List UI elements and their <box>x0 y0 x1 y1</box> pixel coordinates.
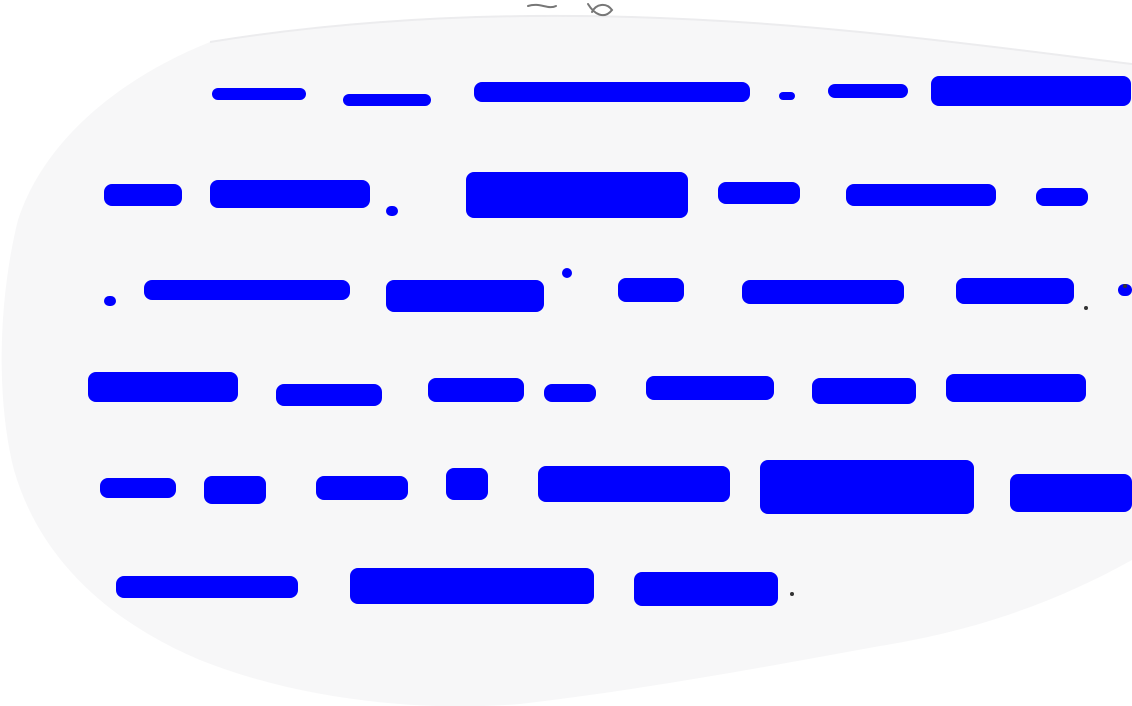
redaction-bar <box>956 278 1074 304</box>
redaction-bar <box>104 296 116 306</box>
redaction-bar <box>144 280 350 300</box>
redaction-bar <box>1118 284 1132 296</box>
redaction-bar <box>276 384 382 406</box>
redaction-bar <box>466 172 688 218</box>
redaction-bar <box>204 476 266 504</box>
redaction-bar <box>812 378 916 404</box>
redaction-bar <box>618 278 684 302</box>
redaction-bar <box>544 384 596 402</box>
redaction-bar <box>100 478 176 498</box>
redaction-bar <box>828 84 908 98</box>
paper-edge <box>209 14 1132 65</box>
redaction-bar <box>428 378 524 402</box>
pencil-scribble-mark <box>527 3 614 17</box>
redaction-bar <box>742 280 904 304</box>
redaction-bar <box>446 468 488 500</box>
redaction-bar <box>946 374 1086 402</box>
ink-mark <box>1123 284 1127 288</box>
redaction-bar <box>116 576 298 598</box>
redaction-bar <box>1036 188 1088 206</box>
redaction-bar <box>562 268 572 278</box>
redaction-bar <box>931 76 1131 106</box>
redaction-bar <box>1010 474 1132 512</box>
redaction-bar <box>350 568 594 604</box>
redaction-bar <box>846 184 996 206</box>
redaction-bar <box>646 376 774 400</box>
redaction-bar <box>343 94 431 106</box>
redaction-bar <box>104 184 182 206</box>
ink-mark <box>790 592 794 596</box>
ink-mark <box>1084 306 1088 310</box>
redaction-bar <box>386 280 544 312</box>
redaction-bar <box>316 476 408 500</box>
redaction-bar <box>212 88 306 100</box>
redaction-bar <box>634 572 778 606</box>
redaction-bar <box>210 180 370 208</box>
redaction-bar <box>386 206 398 216</box>
redaction-bar <box>88 372 238 402</box>
redaction-bar <box>538 466 730 502</box>
redaction-bar <box>718 182 800 204</box>
redaction-bar <box>760 460 974 514</box>
redaction-layer <box>88 76 1132 606</box>
redaction-bar <box>474 82 750 102</box>
redaction-bar <box>779 92 795 100</box>
